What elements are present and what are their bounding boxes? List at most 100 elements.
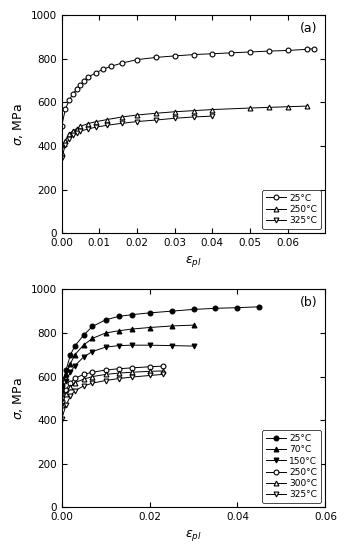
Line: 325°C: 325°C [59,114,215,161]
25°C [312,45,316,52]
250°C [67,131,71,137]
300°C [130,369,134,376]
X-axis label: $\varepsilon_{pl}$: $\varepsilon_{pl}$ [185,254,202,269]
250°C [286,104,290,110]
250°C [103,367,108,373]
Line: 25°C: 25°C [59,47,317,129]
25°C [229,49,233,56]
70°C [90,335,95,342]
150°C [117,342,121,349]
25°C [173,53,177,59]
325°C [120,120,124,127]
325°C [64,402,68,408]
300°C [64,391,68,397]
325°C [161,371,165,378]
25°C [191,306,196,312]
25°C [101,66,105,73]
250°C [210,106,214,113]
325°C [135,118,139,125]
250°C [267,104,271,111]
Line: 325°C: 325°C [59,372,165,422]
325°C [130,374,134,381]
250°C [304,102,309,109]
Legend: 25°C, 70°C, 150°C, 250°C, 300°C, 325°C: 25°C, 70°C, 150°C, 250°C, 300°C, 325°C [262,430,321,503]
Text: (b): (b) [300,296,317,309]
25°C [81,332,86,338]
250°C [60,397,64,404]
25°C [78,81,82,88]
300°C [60,402,64,408]
250°C [63,137,68,144]
300°C [148,368,152,375]
Line: 150°C: 150°C [59,343,196,394]
25°C [63,106,68,112]
250°C [248,105,252,111]
250°C [78,123,82,130]
25°C [68,351,72,358]
70°C [73,351,77,358]
325°C [148,372,152,379]
25°C [60,382,64,389]
250°C [94,119,98,125]
70°C [68,360,72,367]
Line: 250°C: 250°C [59,363,165,403]
25°C [248,49,252,55]
150°C [68,369,72,376]
250°C [161,363,165,370]
325°C [73,387,77,394]
25°C [210,50,214,57]
Line: 70°C: 70°C [59,322,196,389]
325°C [86,126,90,132]
Legend: 25°C, 250°C, 325°C: 25°C, 250°C, 325°C [262,190,321,229]
25°C [109,63,113,70]
325°C [103,377,108,384]
25°C [267,48,271,54]
70°C [64,371,68,378]
300°C [68,384,72,391]
325°C [67,136,71,142]
25°C [120,60,124,66]
250°C [71,127,75,134]
25°C [213,305,218,312]
150°C [148,342,152,348]
300°C [90,373,95,380]
300°C [161,368,165,375]
25°C [103,316,108,323]
150°C [90,348,95,355]
70°C [148,324,152,331]
Line: 25°C: 25°C [59,304,262,388]
250°C [81,371,86,378]
325°C [71,132,75,138]
300°C [73,379,77,386]
325°C [154,117,158,124]
70°C [117,327,121,334]
25°C [130,311,134,318]
150°C [191,343,196,350]
70°C [130,326,134,332]
250°C [135,112,139,119]
70°C [191,322,196,329]
325°C [68,393,72,399]
325°C [90,380,95,387]
Y-axis label: $\sigma$, MPa: $\sigma$, MPa [11,103,25,146]
70°C [81,342,86,348]
150°C [81,353,86,360]
325°C [81,383,86,389]
250°C [117,366,121,372]
250°C [120,114,124,120]
25°C [286,47,290,54]
325°C [78,128,82,135]
25°C [74,86,79,93]
250°C [148,363,152,370]
325°C [60,416,64,423]
Line: 250°C: 250°C [59,104,309,155]
25°C [67,97,71,104]
250°C [86,120,90,127]
325°C [105,122,109,129]
250°C [173,109,177,115]
70°C [103,330,108,336]
300°C [117,370,121,376]
325°C [191,114,196,120]
25°C [117,313,121,320]
25°C [86,74,90,80]
